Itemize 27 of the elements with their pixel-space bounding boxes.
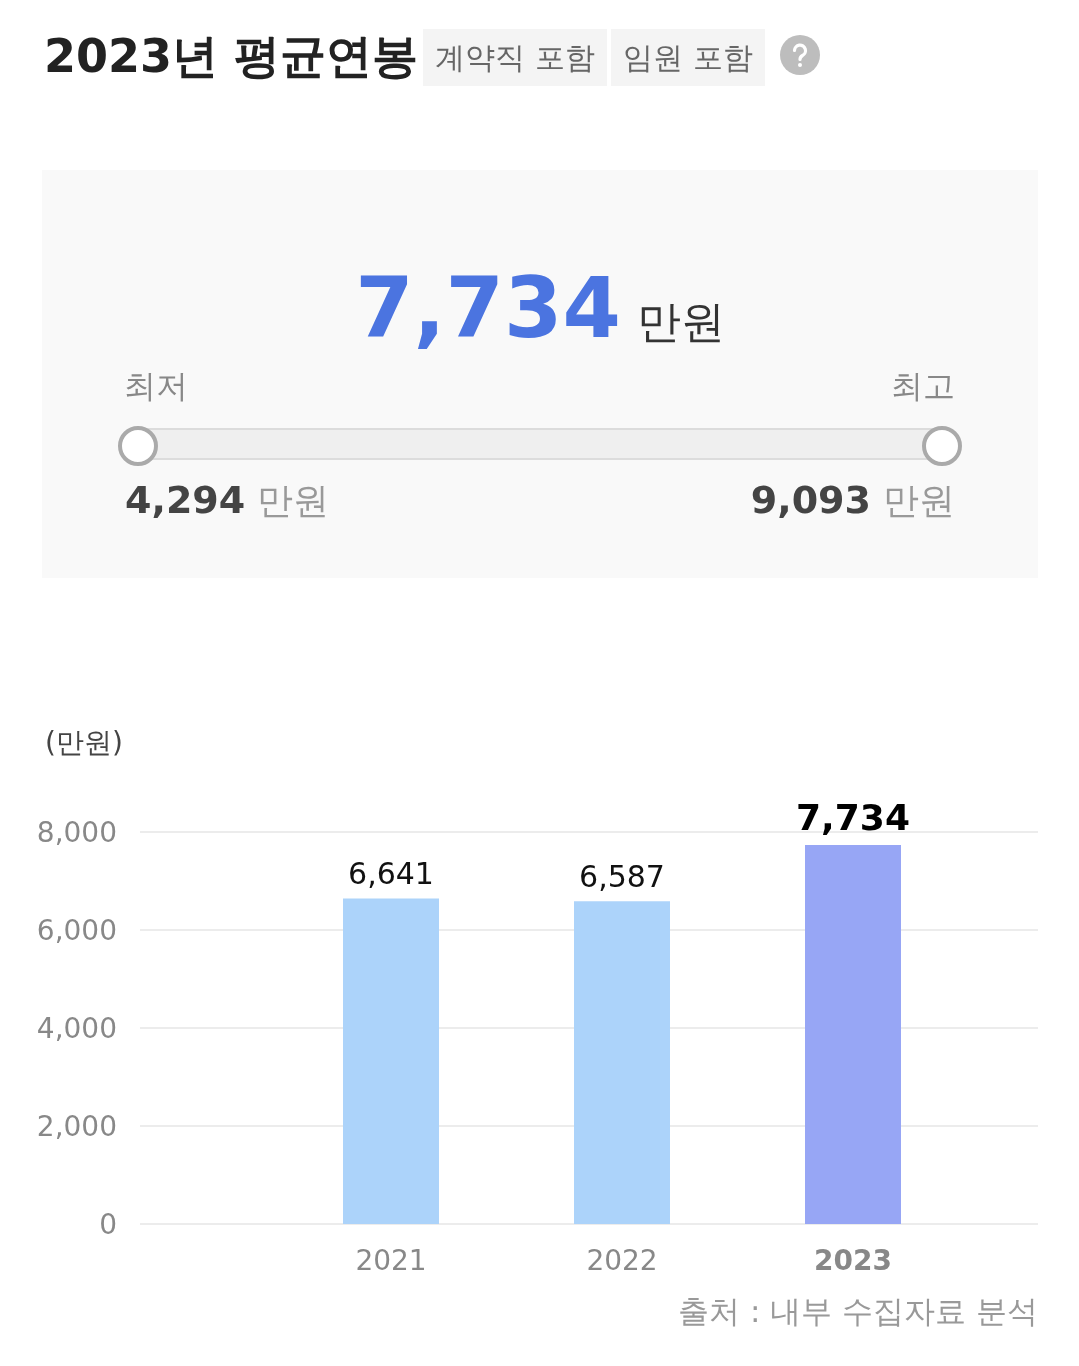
text: 2023년 평균연봉 (44, 28, 419, 85)
y-tick-label: 4,000 (36, 1011, 117, 1045)
x-tick-label: 2023 (814, 1243, 892, 1277)
text: 만원 (257, 480, 330, 521)
bar (805, 845, 901, 1224)
bar (343, 898, 439, 1224)
text: 4,294 (125, 478, 246, 522)
text: 최고 (891, 366, 955, 407)
y-axis-title: (만원) (45, 725, 123, 759)
bar (574, 901, 670, 1224)
y-tick-label: 6,000 (36, 913, 117, 947)
y-tick-label: 0 (99, 1207, 117, 1241)
text: 만원 (883, 480, 955, 521)
data-label: 6,587 (579, 858, 665, 894)
text: 7,734 (355, 259, 621, 357)
text: 계약직 포함 (423, 29, 607, 86)
y-tick-label: 2,000 (36, 1109, 117, 1143)
text: 임원 포함 (611, 29, 765, 86)
y-tick-label: 8,000 (36, 815, 117, 849)
x-tick-label: 2022 (586, 1243, 658, 1277)
source-note: 출처 : 내부 수집자료 분석 (678, 1292, 1039, 1329)
x-tick-label: 2021 (355, 1243, 427, 1277)
data-label: 6,641 (348, 856, 434, 892)
data-label: 7,734 (796, 796, 910, 838)
text: 최저 (124, 366, 188, 407)
text: 만원 (636, 296, 725, 347)
text: 9,093 (750, 478, 871, 522)
